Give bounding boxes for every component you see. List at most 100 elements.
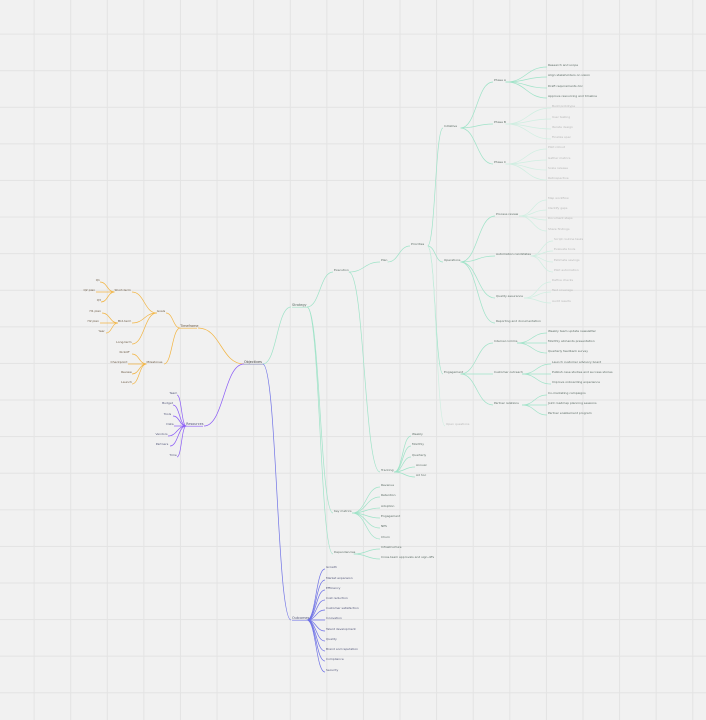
node-g-c1b1[interactable]: Build prototype <box>552 103 576 108</box>
node-g-c[interactable]: Priorities <box>411 241 425 246</box>
node-l-a2[interactable]: Mid-term <box>117 318 132 323</box>
node-g-c1a[interactable]: Phase A <box>494 77 506 82</box>
node-g-c1b2[interactable]: User testing <box>552 114 571 119</box>
node-g-c2c3[interactable]: Audit results <box>552 298 571 303</box>
node-g-c3[interactable]: Engagement <box>444 369 464 374</box>
node-g-d1[interactable]: Weekly <box>412 431 423 436</box>
node-g-f[interactable]: Dependencies <box>334 549 356 554</box>
node-g-c2a1[interactable]: Map workflow <box>548 195 569 200</box>
node-g-c1a2[interactable]: Align stakeholders on vision <box>548 72 591 77</box>
node-b-5[interactable]: Customer satisfaction <box>326 605 359 610</box>
node-g-c2c2[interactable]: Test coverage <box>552 287 573 292</box>
node-l-a1b[interactable]: Q2 plan <box>83 287 96 292</box>
node-g-d4[interactable]: Annual <box>416 462 427 467</box>
node-g-c3b1[interactable]: Launch customer advisory board <box>552 359 602 364</box>
node-l-b1[interactable]: Kickoff <box>119 349 130 354</box>
node-g-c3a2[interactable]: Monthly all-hands presentation <box>548 338 595 343</box>
node-g-c2a2[interactable]: Identify gaps <box>548 205 568 210</box>
node-g-e5[interactable]: NPS <box>381 523 387 528</box>
node-l-b2[interactable]: Checkpoint <box>110 359 128 364</box>
node-g-a[interactable]: Execution <box>334 267 349 272</box>
node-g-c3b2[interactable]: Publish case studies and success stories <box>552 369 613 374</box>
node-l-a3[interactable]: Long-term <box>116 339 132 344</box>
node-b-6[interactable]: Innovation <box>326 615 342 620</box>
node-p-4[interactable]: Data <box>166 421 174 426</box>
node-g-c2b[interactable]: Automation candidates <box>496 251 531 256</box>
node-p-5[interactable]: Vendors <box>155 431 168 436</box>
node-g-e2[interactable]: Retention <box>381 492 396 497</box>
node-b-9[interactable]: Brand and reputation <box>326 646 359 651</box>
node-l-a2b[interactable]: H2 plan <box>87 318 100 323</box>
node-l-b3[interactable]: Review <box>121 369 132 374</box>
node-g-d5[interactable]: Ad hoc <box>416 472 427 477</box>
node-g-d3[interactable]: Quarterly <box>412 452 427 457</box>
node-g-c3b[interactable]: Customer outreach <box>494 369 523 374</box>
node-g-c1c[interactable]: Phase C <box>494 159 507 164</box>
node-g-b[interactable]: Plan <box>381 257 388 262</box>
node-g-c2b3[interactable]: Estimate savings <box>554 257 580 262</box>
node-l-a1c[interactable]: Q3 <box>96 297 101 302</box>
node-g-c1a1[interactable]: Research and scope <box>548 62 579 67</box>
node-b-8[interactable]: Quality <box>326 636 337 641</box>
node-g-c2b2[interactable]: Evaluate tools <box>554 246 576 251</box>
node-b-3[interactable]: Efficiency <box>326 585 341 590</box>
node-g-d[interactable]: Tracking <box>381 467 394 472</box>
node-g-c2a4[interactable]: Share findings <box>548 226 570 231</box>
node-p-6[interactable]: Partners <box>155 441 169 446</box>
node-g-e[interactable]: Key metrics <box>334 508 352 513</box>
node-g-c2b1[interactable]: Script routine tasks <box>554 236 584 241</box>
node-b-7[interactable]: Talent development <box>326 626 356 631</box>
node-g-c3c[interactable]: Partner relations <box>494 400 519 405</box>
node-g-f1[interactable]: Infrastructure <box>381 544 402 549</box>
node-g-c3b3[interactable]: Improve onboarding experience <box>552 379 600 384</box>
node-p-3[interactable]: Tools <box>163 411 172 416</box>
node-g-c3c1[interactable]: Co-marketing campaigns <box>548 390 586 395</box>
node-b-hub[interactable]: Outcomes <box>292 615 310 620</box>
node-g-c3a[interactable]: Internal comms <box>494 338 518 343</box>
node-b-2[interactable]: Market expansion <box>326 575 353 580</box>
node-g-c1b4[interactable]: Finalize spec <box>552 134 572 139</box>
node-g-c2d[interactable]: Reporting and documentation <box>496 318 541 323</box>
node-l-a1[interactable]: Short-term <box>114 287 131 292</box>
node-g-c1b[interactable]: Phase B <box>494 119 506 124</box>
node-g-hub[interactable]: Strategy <box>292 302 307 307</box>
node-g-c2[interactable]: Operations <box>444 257 461 262</box>
node-p-2[interactable]: Budget <box>162 400 173 405</box>
node-root[interactable]: Objectives <box>244 359 262 364</box>
node-g-c1c3[interactable]: Scale release <box>548 165 568 170</box>
node-p-1[interactable]: Team <box>169 390 178 395</box>
node-l-b4[interactable]: Launch <box>121 379 132 384</box>
node-g-c1c2[interactable]: Gather metrics <box>548 155 571 160</box>
node-g-c3a3[interactable]: Quarterly feedback survey <box>548 348 588 353</box>
node-l-a[interactable]: Goals <box>156 308 166 313</box>
node-l-a2c[interactable]: Year <box>98 328 105 333</box>
node-l-a1a[interactable]: Q1 <box>95 277 100 282</box>
node-g-e4[interactable]: Engagement <box>381 513 401 518</box>
node-g-c1c4[interactable]: Retrospective <box>548 175 569 180</box>
node-g-f2[interactable]: Cross-team approvals and sign-offs <box>381 554 435 559</box>
node-b-11[interactable]: Security <box>326 667 339 672</box>
node-g-c1a3[interactable]: Draft requirements doc <box>548 83 583 88</box>
node-g-c2a[interactable]: Process review <box>496 211 519 216</box>
node-p-7[interactable]: Time <box>169 452 177 457</box>
node-g-c2c[interactable]: Quality assurance <box>496 293 524 298</box>
node-g-c1c1[interactable]: Pilot rollout <box>548 144 565 149</box>
node-g-c3c3[interactable]: Partner enablement program <box>548 410 592 415</box>
node-purple-hub[interactable]: Resources <box>186 421 204 426</box>
node-b-1[interactable]: Growth <box>326 564 337 569</box>
node-g-c1a4[interactable]: Approve resourcing and timeline <box>548 93 597 98</box>
node-left-hub[interactable]: Timeframe <box>180 323 199 328</box>
node-g-c3c2[interactable]: Joint roadmap planning sessions <box>548 400 597 405</box>
node-g-c3a1[interactable]: Weekly team update newsletter <box>548 328 596 333</box>
node-b-10[interactable]: Compliance <box>326 656 344 661</box>
node-g-c2b4[interactable]: Pilot automation <box>554 267 579 272</box>
node-g-c1b3[interactable]: Iterate design <box>552 124 573 129</box>
node-g-d2[interactable]: Monthly <box>412 441 425 446</box>
node-l-a2a[interactable]: H1 plan <box>89 308 102 313</box>
node-g-c2a3[interactable]: Document steps <box>548 215 573 220</box>
node-b-4[interactable]: Cost reduction <box>326 595 348 600</box>
node-g-c2c1[interactable]: Define checks <box>552 277 574 282</box>
node-g-c4[interactable]: Open questions <box>446 421 470 426</box>
node-g-e3[interactable]: Adoption <box>381 503 395 508</box>
